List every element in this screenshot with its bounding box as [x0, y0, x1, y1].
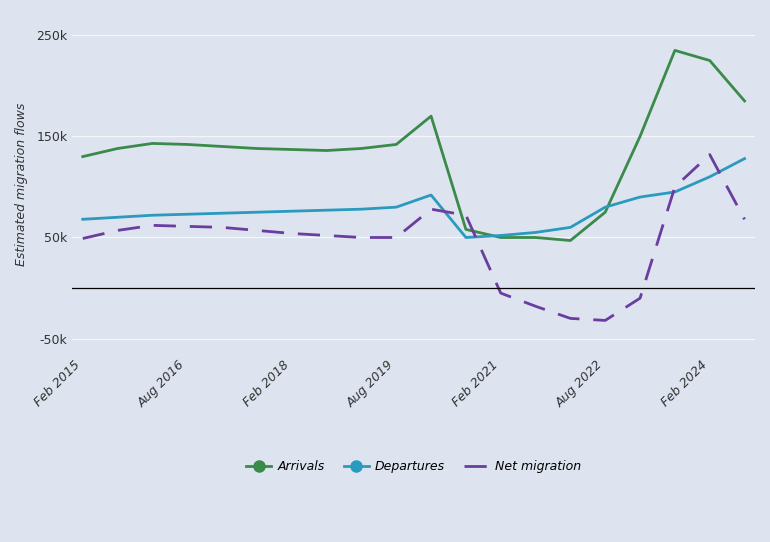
- Y-axis label: Estimated migration flows: Estimated migration flows: [15, 103, 28, 266]
- Legend: Arrivals, Departures, Net migration: Arrivals, Departures, Net migration: [241, 455, 586, 478]
